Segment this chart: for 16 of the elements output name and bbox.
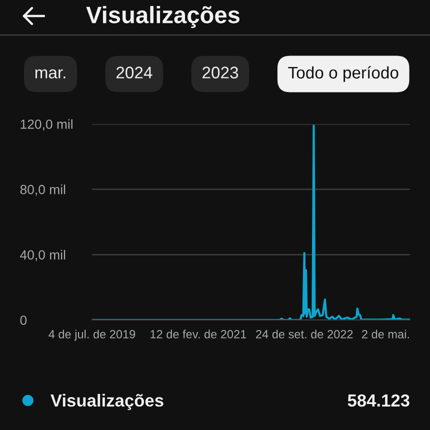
y-tick-label: 80,0 mil [20,184,66,196]
y-tick-label: 0 [20,316,27,325]
text: 584.123 [348,394,410,407]
text: mar. [35,69,66,78]
text: 2023 [202,66,238,78]
x-tick-label: 2 de mai. [362,330,409,338]
text: Todo o período [288,66,398,82]
y-tick-label: 120,0 mil [20,119,72,130]
line-series [92,124,410,320]
y-tick-label: 40,0 mil [20,250,66,262]
text: 2024 [116,66,152,78]
x-tick-label: 4 de jul. de 2019 [48,330,136,341]
x-tick-label: 24 de set. de 2022 [256,330,353,338]
legend-label: Visualizações [50,394,164,410]
chart-title: Visualizações [86,6,240,28]
x-tick-label: 12 de fev. de 2021 [150,330,246,338]
